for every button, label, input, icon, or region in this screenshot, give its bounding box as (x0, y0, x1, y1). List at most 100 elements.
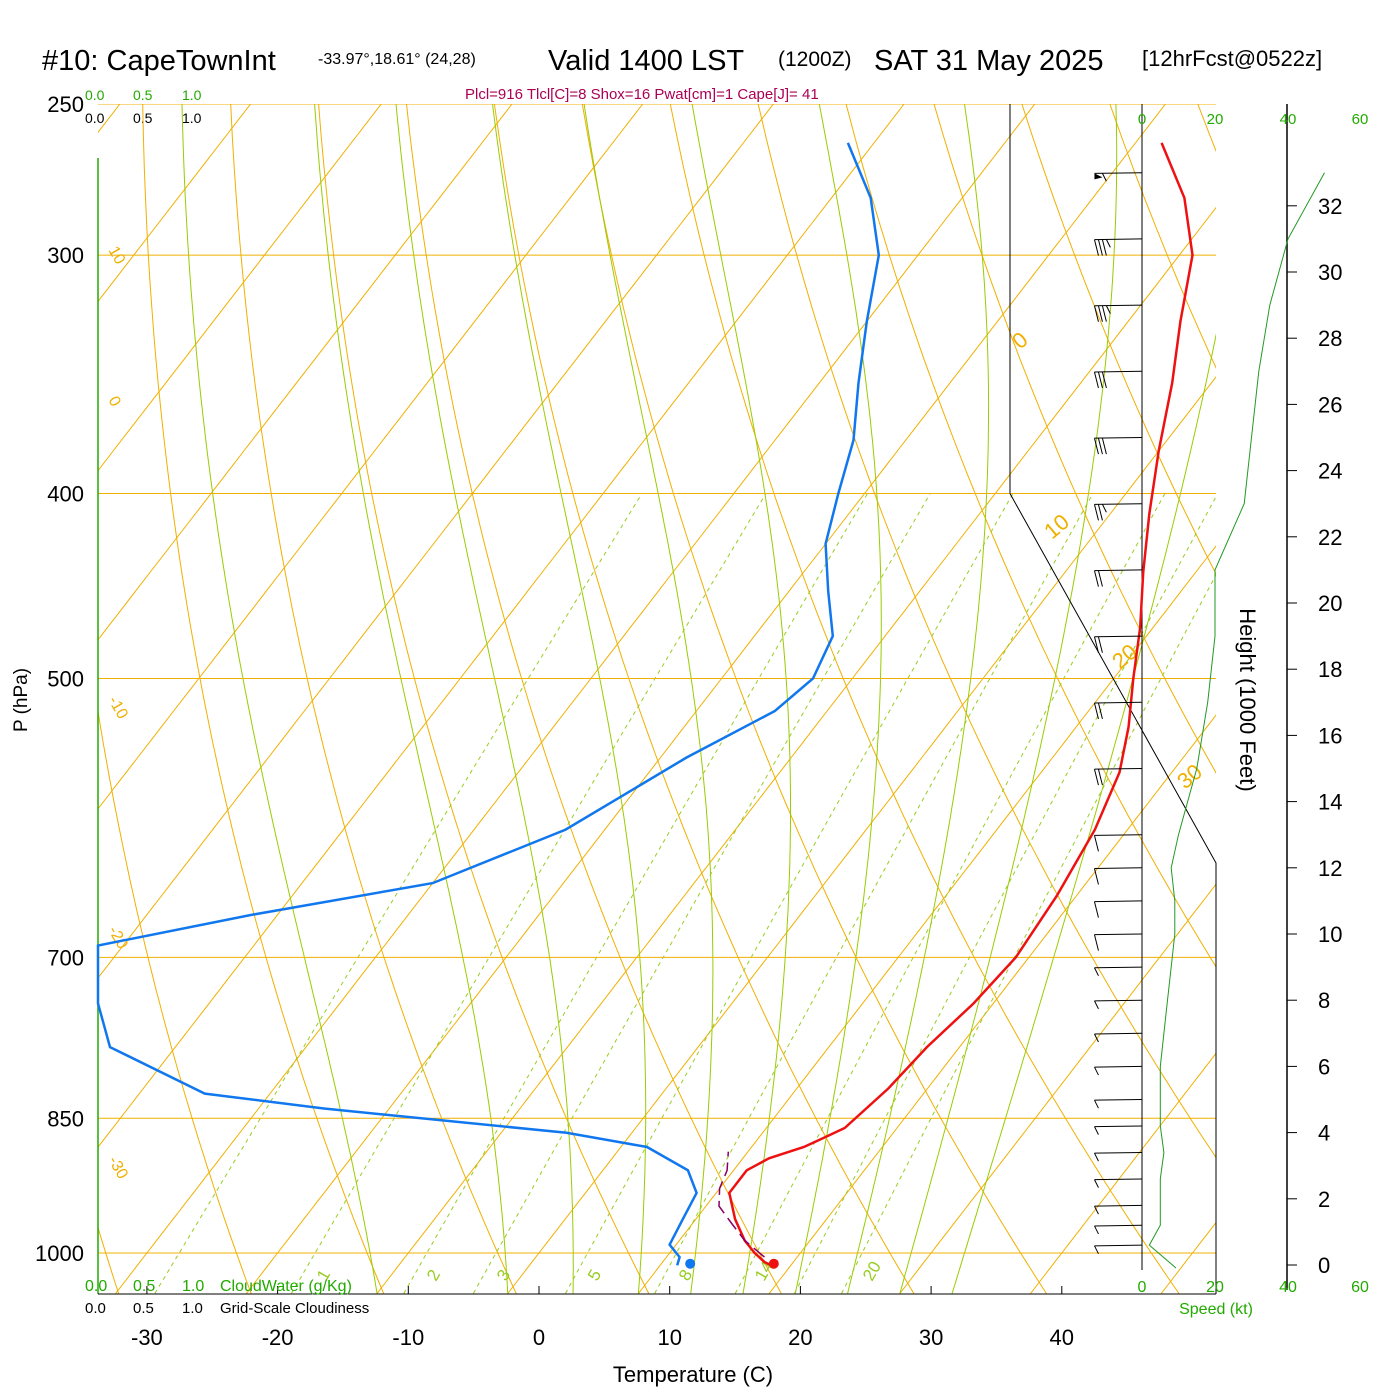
mixing-ratio-line (794, 495, 1216, 1294)
isotherm-line (1030, 1052, 1216, 1294)
wind-barb-flag (1094, 1126, 1099, 1135)
height-tick-label: 4 (1318, 1121, 1330, 1146)
height-tick-label: 22 (1318, 525, 1342, 550)
height-tick-label: 2 (1318, 1187, 1330, 1212)
dry-adiabat-line (493, 104, 915, 1294)
zulu-time: (1200Z) (778, 48, 852, 71)
valid-time: Valid 1400 LST (548, 45, 744, 77)
top-cl-label-2: 1.0 (182, 110, 202, 126)
wind-barb-staff (1094, 1204, 1143, 1207)
height-tick-label: 6 (1318, 1054, 1330, 1079)
wind-barb-staff (1094, 1244, 1143, 1247)
bottom-cw-label-1: 0.5 (133, 1278, 155, 1295)
isotherm-line (899, 883, 1216, 1294)
isotherm-line (98, 104, 644, 810)
height-tick-label: 16 (1318, 723, 1342, 748)
wind-barb-staff (1094, 900, 1143, 903)
wind-barb-flag (1093, 504, 1099, 521)
height-tick-label: 18 (1318, 657, 1342, 682)
wind-barb-flag (1097, 438, 1103, 455)
top-cloudwater-scale: 0.0 0.5 1.0 (85, 87, 202, 103)
top-cw-label-0: 0.0 (85, 87, 105, 103)
speed-top-40: 40 (1280, 111, 1297, 128)
wind-barb-staff (1094, 569, 1143, 572)
dry-adiabat-line (318, 104, 650, 1294)
wind-speed-line (1148, 172, 1325, 1269)
mixing-ratio-line (291, 493, 767, 1294)
isotherm-line (1292, 70, 1400, 1293)
temperature-tick-label: 40 (1050, 1325, 1074, 1350)
speed-bottom-40: 40 (1279, 1279, 1297, 1296)
temperature-tick-label: 0 (533, 1325, 545, 1350)
wind-barb-flag (1094, 1099, 1099, 1109)
height-tick-label: 10 (1318, 922, 1342, 947)
forecast-info: [12hrFcst@0522z] (1142, 46, 1322, 71)
wind-barb-staff (1094, 437, 1143, 439)
bottom-cw-label-2: 1.0 (182, 1278, 204, 1295)
plot-frame (97, 104, 1288, 1295)
cloudwater-label: CloudWater (g/Kg) (220, 1278, 352, 1295)
dry-adiabat-line (1197, 104, 1216, 153)
wind-barb-staff (1094, 503, 1143, 505)
moist-adiabat-line (583, 104, 714, 1294)
station-coords: -33.97°,18.61° (24,28) (318, 51, 476, 68)
dry-adiabat-line (230, 104, 517, 1294)
wind-barb-staff (1094, 1032, 1143, 1035)
pressure-tick-label: 300 (47, 243, 84, 268)
bottom-cloud-scale: 0.0 0.5 1.0 CloudWater (g/Kg) 0.0 0.5 1.… (85, 1278, 369, 1317)
temperature-tick-label: 10 (657, 1325, 681, 1350)
isotherm-line (98, 104, 252, 303)
wind-barbs (1093, 172, 1143, 1255)
moist-adiabat-line (899, 104, 1118, 1294)
wind-barb-flag (1097, 239, 1103, 256)
dry-adiabat-line (405, 104, 782, 1294)
isotherm-label-left: 0 (105, 394, 124, 410)
wind-barb-flag (1097, 371, 1103, 389)
height-axis-title: Height (1000 Feet) (1235, 608, 1260, 791)
isotherm-label-left: -30 (105, 1154, 131, 1183)
wind-barb-flag (1093, 371, 1099, 389)
height-tick-label: 12 (1318, 856, 1342, 881)
wind-barb-staff (1094, 768, 1143, 770)
wind-barb-flag (1093, 901, 1099, 918)
speed-top-60: 60 (1352, 111, 1369, 128)
wind-barb-flag (1093, 305, 1099, 322)
mixing-ratio-line (403, 493, 868, 1294)
dry-adiabat-line (1021, 104, 1216, 575)
wind-barb-flag (1093, 239, 1099, 256)
top-cw-label-2: 1.0 (182, 87, 202, 103)
height-tick-label: 14 (1318, 790, 1342, 815)
wind-barb-flag (1094, 1066, 1099, 1076)
isotherm-line (638, 545, 1216, 1294)
speed-axis-top: 0 20 40 60 (1138, 111, 1369, 128)
cloudiness-label: Grid-Scale Cloudiness (220, 1300, 369, 1317)
height-tick-label: 24 (1318, 459, 1342, 484)
mixing-ratio-line (472, 493, 931, 1294)
isotherm-line (1160, 1221, 1216, 1294)
speed-axis-title: Speed (kt) (1179, 1301, 1253, 1318)
wind-barb-flag (1093, 835, 1099, 852)
wind-barb-flag (1094, 1245, 1099, 1255)
wind-barb-flag (1093, 438, 1099, 455)
parcel-profile-line (718, 1151, 765, 1258)
plot-right-diagonal (1009, 493, 1217, 1294)
speed-axis-bottom: 0 20 40 60 Speed (kt) (1138, 1279, 1369, 1318)
isotherm-line (376, 206, 1216, 1294)
mixing-ratio-line (841, 573, 1216, 1294)
mixing-ratio-line (734, 493, 1166, 1294)
isotherm-line (246, 104, 1167, 1294)
background-lines (98, 70, 1400, 1294)
wind-barb-flag (1097, 769, 1103, 786)
wind-barb-flag (1093, 702, 1099, 720)
wind-barb-flag (1093, 868, 1099, 885)
isotherm-label-left: 10 (105, 244, 129, 268)
wind-barb-flag (1094, 1179, 1099, 1188)
dry-adiabat-line (581, 104, 1047, 1294)
mixing-ratio-label: 5 (584, 1266, 605, 1284)
temperature-tick-label: 30 (919, 1325, 943, 1350)
moist-adiabat-line (314, 104, 509, 1294)
mixing-ratio-label: 2 (423, 1266, 444, 1284)
wind-barb-flag (1097, 702, 1103, 720)
